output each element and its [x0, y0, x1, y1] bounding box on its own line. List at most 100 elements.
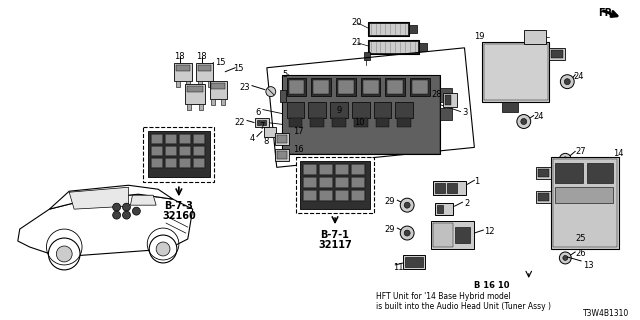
Bar	[538, 169, 550, 177]
Text: T3W4B1310: T3W4B1310	[583, 309, 629, 318]
Bar	[552, 50, 563, 58]
Bar	[211, 99, 216, 105]
Bar	[443, 92, 456, 107]
Bar	[165, 158, 177, 168]
Bar	[194, 159, 204, 167]
Bar	[352, 165, 364, 174]
Text: 14: 14	[612, 149, 623, 158]
Bar	[484, 44, 547, 100]
Bar	[352, 178, 364, 187]
Text: 18: 18	[174, 52, 184, 61]
Text: HFT Unit for '14 Base Hybrid model: HFT Unit for '14 Base Hybrid model	[376, 292, 510, 301]
Text: B-7-3: B-7-3	[164, 201, 193, 211]
Text: 29: 29	[385, 197, 396, 206]
Bar	[352, 101, 370, 117]
Bar	[335, 177, 349, 188]
Bar	[369, 23, 408, 35]
Bar	[320, 165, 332, 174]
Bar	[447, 183, 456, 193]
Bar	[587, 163, 612, 183]
Bar	[538, 193, 550, 201]
Circle shape	[563, 255, 568, 260]
Bar	[440, 108, 452, 119]
Bar	[433, 181, 467, 195]
Bar	[198, 65, 211, 71]
Text: 7: 7	[259, 122, 265, 131]
Bar	[431, 221, 474, 249]
Bar	[556, 187, 612, 203]
Bar	[483, 42, 550, 101]
Text: 8: 8	[264, 137, 269, 147]
Text: 20: 20	[352, 18, 362, 27]
Bar	[289, 117, 303, 127]
Circle shape	[113, 211, 120, 219]
Circle shape	[559, 237, 572, 249]
Bar	[194, 135, 204, 143]
Bar	[151, 147, 163, 156]
Bar	[433, 223, 452, 247]
Circle shape	[400, 198, 414, 212]
Bar	[166, 159, 176, 167]
Bar	[289, 80, 305, 94]
Bar	[176, 81, 180, 87]
Bar	[320, 178, 332, 187]
Text: 1: 1	[474, 177, 479, 186]
Bar	[397, 117, 411, 127]
Polygon shape	[49, 185, 173, 209]
Bar	[308, 101, 326, 117]
Text: B 16 10: B 16 10	[474, 281, 510, 290]
Text: 4: 4	[250, 134, 255, 143]
Text: 15: 15	[216, 58, 226, 67]
Text: 9: 9	[336, 106, 341, 115]
Polygon shape	[69, 187, 129, 209]
Bar	[351, 190, 365, 201]
Bar	[550, 48, 565, 60]
Bar	[351, 164, 365, 175]
Bar	[275, 149, 289, 161]
Bar	[151, 158, 163, 168]
Bar	[454, 227, 470, 243]
Bar	[336, 78, 356, 96]
Bar	[280, 90, 285, 101]
Bar	[445, 95, 451, 105]
Text: 19: 19	[474, 32, 485, 41]
Bar	[179, 134, 191, 144]
Text: 25: 25	[575, 234, 586, 243]
Circle shape	[559, 252, 572, 264]
Bar	[363, 80, 378, 94]
Text: 28: 28	[432, 90, 442, 99]
Bar	[367, 22, 409, 36]
Bar	[287, 78, 307, 96]
Bar	[303, 164, 317, 175]
Bar	[311, 78, 331, 96]
Bar	[330, 101, 348, 117]
Bar	[524, 30, 545, 44]
Bar	[437, 205, 443, 213]
Bar	[275, 133, 289, 145]
Circle shape	[400, 226, 414, 240]
Text: B-7-1: B-7-1	[321, 230, 349, 240]
Text: 24: 24	[534, 112, 544, 121]
Bar	[176, 65, 189, 71]
Bar	[148, 132, 209, 177]
Bar	[180, 148, 189, 156]
Bar	[336, 191, 348, 200]
Bar	[180, 135, 189, 143]
Text: 6: 6	[255, 108, 261, 116]
Bar	[187, 104, 191, 109]
Bar	[276, 151, 287, 159]
Bar	[151, 134, 163, 144]
Bar	[264, 127, 276, 137]
Text: 2: 2	[465, 199, 470, 208]
Bar	[305, 191, 316, 200]
Text: 12: 12	[484, 227, 495, 236]
Circle shape	[563, 241, 568, 245]
Bar	[262, 119, 266, 125]
Polygon shape	[131, 195, 156, 205]
Text: 26: 26	[575, 249, 586, 258]
Text: 3: 3	[463, 108, 468, 116]
Bar	[335, 164, 349, 175]
Circle shape	[266, 87, 276, 97]
Circle shape	[122, 203, 131, 211]
Bar	[283, 76, 439, 153]
